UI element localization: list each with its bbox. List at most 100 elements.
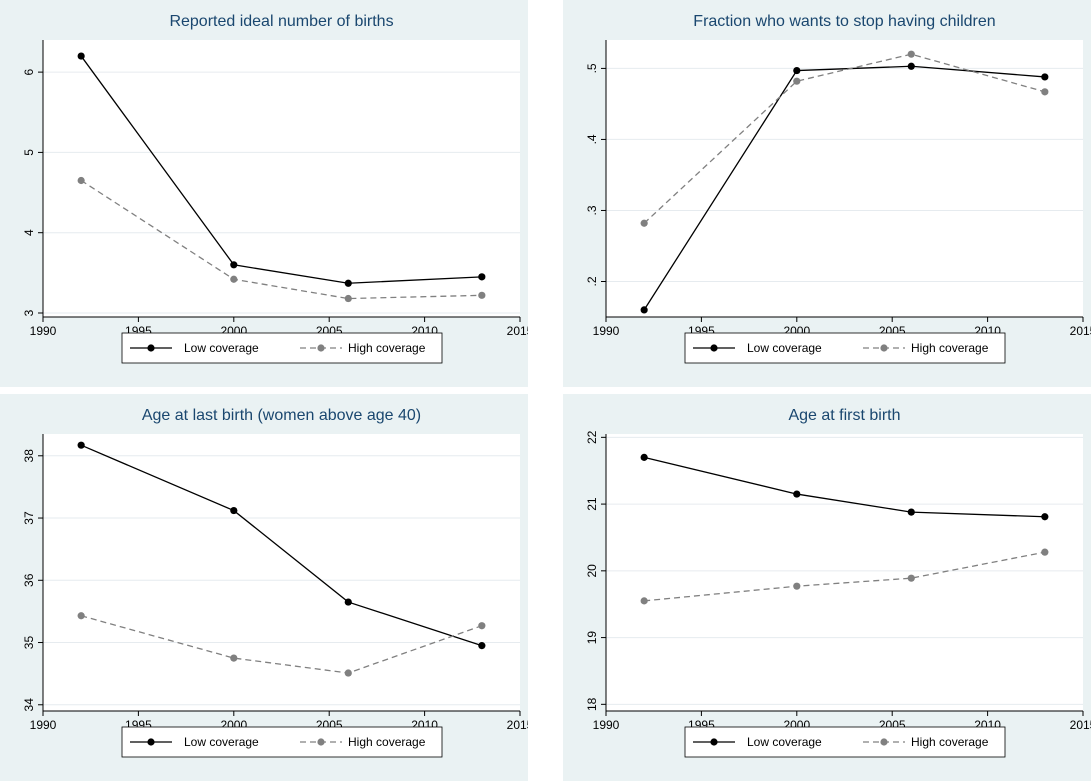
legend-marker-0 [147, 738, 155, 746]
y-tick-label: 34 [22, 698, 36, 712]
x-tick-label: 1990 [593, 718, 620, 732]
y-tick-label: 22 [585, 430, 599, 444]
legend-marker-1 [317, 738, 325, 746]
x-tick-label: 1990 [593, 324, 620, 338]
y-tick-label: .5 [585, 63, 599, 73]
chart-title: Age at last birth (women above age 40) [142, 407, 421, 424]
series-line-0 [643, 65, 1045, 311]
data-point [640, 597, 648, 605]
panel-stop-children: Fraction who wants to stop having childr… [563, 0, 1091, 387]
legend-label-1: High coverage [348, 341, 426, 355]
chart-age-last-birth: Age at last birth (women above age 40) 19… [22, 407, 528, 758]
data-point [907, 508, 915, 516]
data-point [907, 62, 915, 70]
chart-stop-children: Fraction who wants to stop having childr… [585, 13, 1091, 364]
legend-box [121, 332, 443, 364]
data-point [907, 574, 915, 582]
data-point [344, 294, 352, 303]
data-point [793, 66, 801, 75]
plot-area [43, 434, 520, 711]
data-point [1041, 88, 1049, 96]
data-point [478, 642, 486, 650]
data-point [1041, 513, 1049, 521]
chart-title: Reported ideal number of births [169, 13, 393, 30]
panel-ideal-births: Reported ideal number of births 1990 1995 2… [0, 0, 528, 387]
y-tick-label: 20 [585, 564, 599, 578]
legend-label-0: Low coverage [747, 341, 822, 355]
data-point [478, 291, 486, 299]
legend-label-1: High coverage [348, 735, 426, 749]
x-tick-label: 2015 [507, 324, 528, 338]
series-line-1 [643, 53, 1046, 224]
plot-area [606, 40, 1083, 317]
data-point [230, 261, 238, 269]
data-point [793, 490, 801, 498]
data-point [640, 306, 648, 314]
legend-label-0: Low coverage [184, 735, 259, 749]
y-tick-label: 6 [22, 68, 36, 75]
data-point [1041, 73, 1049, 81]
y-tick-label: 19 [585, 631, 599, 645]
series-line-0 [80, 55, 482, 284]
data-point [640, 453, 648, 461]
x-tick-label: 1990 [30, 718, 57, 732]
x-tick-label: 2015 [507, 718, 528, 732]
legend-box [684, 726, 1006, 758]
series-line-1 [80, 615, 483, 674]
y-tick-label: 5 [22, 149, 36, 156]
data-point [344, 279, 352, 287]
data-point [478, 622, 486, 630]
data-point [344, 669, 352, 677]
data-point [77, 176, 85, 185]
data-point [77, 52, 85, 60]
data-point [640, 219, 648, 227]
data-point [230, 275, 238, 283]
y-tick-label: 35 [22, 636, 36, 650]
legend-marker-0 [147, 344, 155, 352]
x-tick-label: 2015 [1070, 324, 1091, 338]
series-line-0 [644, 456, 1045, 518]
data-point [1041, 548, 1049, 556]
data-point [793, 77, 801, 85]
data-point [478, 273, 486, 281]
legend-label-1: High coverage [911, 341, 989, 355]
legend-marker-1 [880, 344, 888, 352]
y-tick-label: 37 [22, 511, 36, 525]
legend-box [121, 726, 443, 758]
legend-marker-0 [710, 738, 718, 746]
data-point [77, 441, 85, 449]
data-point [793, 582, 801, 590]
y-tick-label: .2 [585, 276, 599, 286]
chart-title: Age at first birth [788, 407, 900, 424]
y-tick-label: 3 [22, 309, 36, 316]
y-tick-label: .4 [585, 134, 599, 144]
data-point [907, 50, 915, 58]
data-point [230, 654, 238, 662]
data-point [77, 612, 85, 620]
plot-area [43, 40, 520, 317]
series-line-0 [80, 444, 483, 647]
panel-age-first-birth: Age at first birth 1990 1995 2000 2005 2010 20… [563, 394, 1091, 781]
data-point [230, 506, 238, 515]
y-tick-label: 18 [585, 697, 599, 711]
legend-marker-1 [317, 344, 325, 352]
plot-area [606, 434, 1083, 711]
legend-box [684, 332, 1006, 364]
y-tick-label: 4 [22, 229, 36, 236]
y-tick-label: 38 [22, 449, 36, 463]
panel-age-last-birth: Age at last birth (women above age 40) 19… [0, 394, 528, 781]
legend-label-1: High coverage [911, 735, 989, 749]
x-tick-label: 2015 [1070, 718, 1091, 732]
legend-label-0: Low coverage [184, 341, 259, 355]
series-line-1 [644, 551, 1045, 602]
data-point [344, 598, 352, 606]
y-tick-label: 21 [585, 497, 599, 511]
legend-marker-1 [880, 738, 888, 746]
legend-label-0: Low coverage [747, 735, 822, 749]
series-line-1 [80, 179, 482, 300]
x-tick-label: 1990 [30, 324, 57, 338]
y-tick-label: 36 [22, 573, 36, 587]
